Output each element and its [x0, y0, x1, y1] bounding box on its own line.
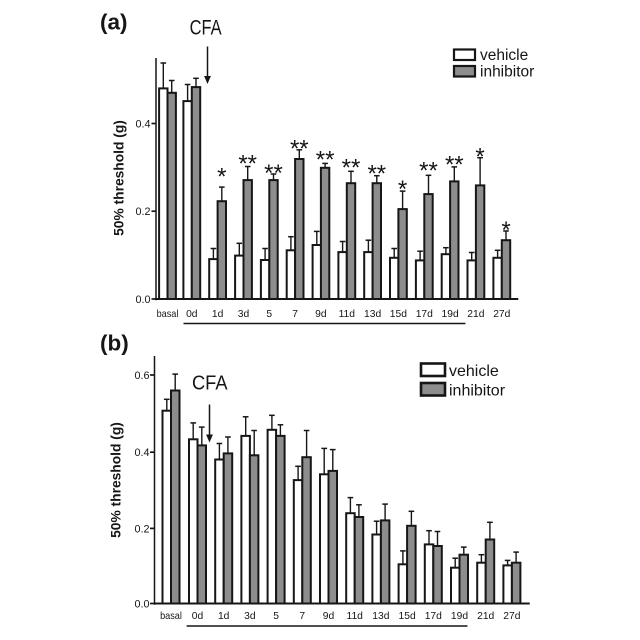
svg-text:0d: 0d	[186, 309, 198, 320]
svg-text:19d: 19d	[451, 611, 468, 622]
svg-text:**: **	[238, 150, 257, 177]
svg-text:1d: 1d	[218, 611, 230, 622]
svg-text:**: **	[316, 146, 335, 173]
svg-text:**: **	[342, 154, 361, 181]
svg-text:15d: 15d	[390, 309, 407, 320]
svg-text:1d: 1d	[212, 309, 224, 320]
svg-text:27d: 27d	[493, 309, 510, 320]
svg-text:5: 5	[266, 309, 272, 320]
svg-text:vehicle: vehicle	[449, 363, 499, 380]
svg-text:basal: basal	[160, 611, 182, 622]
svg-text:27d: 27d	[503, 611, 520, 622]
svg-text:7: 7	[299, 611, 305, 622]
svg-text:13d: 13d	[372, 611, 389, 622]
svg-text:0.4: 0.4	[135, 118, 150, 130]
svg-text:17d: 17d	[425, 611, 442, 622]
svg-text:19d: 19d	[442, 309, 459, 320]
svg-text:11d: 11d	[339, 309, 356, 320]
svg-text:0.6: 0.6	[134, 370, 149, 382]
svg-text:vehicle: vehicle	[480, 47, 528, 64]
svg-text:*: *	[398, 176, 407, 203]
svg-text:(b): (b)	[100, 331, 129, 356]
svg-text:17d: 17d	[416, 309, 433, 320]
svg-text:0.2: 0.2	[135, 206, 150, 218]
svg-text:0d: 0d	[192, 611, 204, 622]
svg-text:*: *	[501, 217, 510, 244]
svg-text:0.0: 0.0	[134, 598, 149, 610]
svg-text:inhibitor: inhibitor	[449, 383, 506, 400]
svg-text:**: **	[290, 135, 309, 162]
svg-text:21d: 21d	[467, 309, 484, 320]
svg-text:**: **	[367, 161, 386, 188]
svg-text:9d: 9d	[323, 611, 335, 622]
svg-text:0.0: 0.0	[135, 294, 150, 306]
svg-text:CFA: CFA	[190, 17, 222, 40]
svg-text:inhibitor: inhibitor	[480, 64, 534, 81]
svg-text:13d: 13d	[364, 309, 381, 320]
svg-text:basal: basal	[157, 309, 179, 320]
svg-text:0.2: 0.2	[134, 523, 149, 535]
svg-text:3d: 3d	[238, 309, 250, 320]
svg-text:21d: 21d	[477, 611, 494, 622]
svg-text:*: *	[217, 164, 226, 191]
svg-text:7: 7	[292, 309, 298, 320]
svg-text:CFA: CFA	[192, 372, 228, 395]
svg-text:**: **	[445, 151, 464, 178]
svg-text:3d: 3d	[244, 611, 256, 622]
svg-text:5: 5	[273, 611, 279, 622]
svg-text:(a): (a)	[100, 10, 128, 35]
svg-text:**: **	[419, 157, 438, 184]
svg-text:9d: 9d	[315, 309, 327, 320]
svg-text:15d: 15d	[399, 611, 416, 622]
svg-text:50% threshold (g): 50% threshold (g)	[109, 422, 124, 538]
svg-text:0.4: 0.4	[134, 447, 149, 459]
svg-text:*: *	[475, 143, 484, 170]
svg-text:**: **	[264, 160, 283, 187]
svg-text:50% threshold (g): 50% threshold (g)	[112, 120, 127, 236]
svg-text:11d: 11d	[346, 611, 363, 622]
